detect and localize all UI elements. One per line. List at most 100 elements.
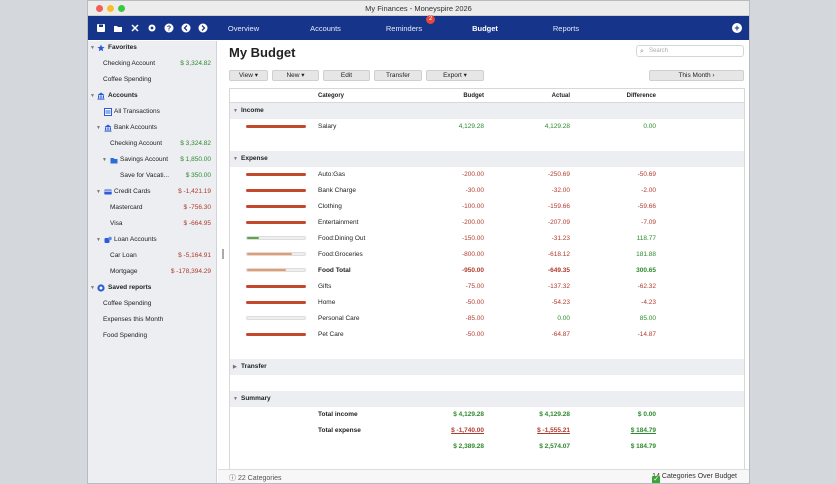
sidebar-item-visa[interactable]: Visa $ -664.95 [88, 217, 216, 231]
budget-row[interactable]: Pet Care -50.00 -64.87 -14.87 [230, 327, 744, 343]
section-row-summary[interactable]: ▼ Summary [230, 391, 744, 407]
add-button[interactable]: + [732, 23, 742, 33]
category-name: Pet Care [318, 331, 344, 338]
section-row-expense[interactable]: ▼ Expense [230, 151, 744, 167]
column-header-difference[interactable]: Difference [626, 93, 656, 99]
budget-value: 4,129.28 [458, 123, 484, 130]
budget-row[interactable]: Salary 4,129.28 4,129.28 0.00 [230, 119, 744, 135]
folder-icon[interactable] [113, 23, 123, 33]
sidebar-item-saved-coffee[interactable]: Coffee Spending [88, 297, 216, 311]
export-menu-button[interactable]: Export ▾ [426, 70, 484, 81]
edit-button[interactable]: Edit [323, 70, 370, 81]
minimize-window-button[interactable] [107, 5, 114, 12]
tab-reminders[interactable]: Reminders 2 [381, 14, 435, 33]
chevron-down-icon[interactable]: ▼ [96, 125, 101, 131]
budget-row[interactable]: Food:Dining Out -150.00 -31.23 118.77 [230, 231, 744, 247]
sidebar-saved-reports-header[interactable]: ▼ Saved reports [88, 281, 216, 295]
budget-row[interactable]: Home -50.00 -54.23 -4.23 [230, 295, 744, 311]
forward-icon[interactable] [198, 23, 208, 33]
tab-reports[interactable]: Reports [552, 23, 580, 33]
bank-icon [97, 92, 105, 100]
period-selector-button[interactable]: This Month › [649, 70, 744, 81]
chevron-down-icon[interactable]: ▼ [96, 189, 101, 195]
back-icon[interactable] [181, 23, 191, 33]
chevron-down-icon[interactable]: ▼ [96, 237, 101, 243]
tools-icon[interactable] [130, 23, 140, 33]
gear-icon[interactable] [147, 23, 157, 33]
budget-row[interactable]: Gifts -75.00 -137.32 -62.32 [230, 279, 744, 295]
summary-budget-value: $ -1,740.00 [451, 427, 484, 434]
sidebar-item-amount: $ -756.30 [183, 204, 211, 211]
table-header: Category Budget Actual Difference [230, 89, 744, 103]
chevron-down-icon[interactable]: ▼ [90, 45, 95, 51]
progress-bar [246, 205, 306, 208]
status-bar: ⓘ 22 Categories ✓ 14 Categories Over Budg… [218, 469, 749, 483]
summary-difference-value: $ 0.00 [637, 411, 656, 418]
actual-value: -649.35 [547, 267, 570, 274]
section-row-transfer[interactable]: ▶ Transfer [230, 359, 744, 375]
budget-row[interactable]: Food Total -950.00 -649.35 300.65 [230, 263, 744, 279]
sidebar-item-favorite-coffee[interactable]: Coffee Spending [88, 73, 216, 87]
sidebar-item-amount: $ 350.00 [185, 172, 211, 179]
sidebar-item-favorite-checking[interactable]: Checking Account $ 3,324.82 [88, 57, 216, 71]
section-row-income[interactable]: ▼ Income [230, 103, 744, 119]
summary-row-income: Total income $ 4,129.28 $ 4,129.28 $ 0.0… [230, 407, 744, 423]
sidebar-item-bank-accounts[interactable]: ▼ Bank Accounts [88, 121, 216, 135]
chevron-right-icon[interactable]: ▶ [233, 364, 237, 370]
close-window-button[interactable] [96, 5, 103, 12]
list-icon [104, 108, 112, 116]
sidebar-item-vacation[interactable]: Save for Vacati... $ 350.00 [88, 169, 216, 183]
difference-value: 118.77 [636, 235, 656, 242]
actual-value: -159.66 [547, 203, 570, 210]
sidebar-item-loan-accounts[interactable]: ▼ Loan Accounts [88, 233, 216, 247]
tab-accounts[interactable]: Accounts [310, 23, 341, 33]
chevron-down-icon[interactable]: ▼ [233, 156, 238, 162]
difference-value: 300.65 [636, 267, 656, 274]
sidebar-item-credit-cards[interactable]: ▼ Credit Cards $ -1,421.19 [88, 185, 216, 199]
progress-bar [246, 252, 306, 256]
difference-value: -62.32 [637, 283, 656, 290]
chevron-down-icon[interactable]: ▼ [102, 157, 107, 163]
sidebar-item-car-loan[interactable]: Car Loan $ -5,164.91 [88, 249, 216, 263]
budget-row[interactable]: Auto:Gas -200.00 -250.69 -50.69 [230, 167, 744, 183]
window-controls [96, 5, 125, 12]
budget-value: -50.00 [465, 331, 484, 338]
sidebar-item-checking[interactable]: Checking Account $ 3,324.82 [88, 137, 216, 151]
budget-row[interactable]: Food:Groceries -800.00 -618.12 181.88 [230, 247, 744, 263]
tab-overview[interactable]: Overview [227, 23, 260, 33]
column-header-category[interactable]: Category [318, 93, 345, 99]
sidebar-item-all-transactions[interactable]: All Transactions [88, 105, 216, 119]
budget-row[interactable]: Personal Care -85.00 0.00 85.00 [230, 311, 744, 327]
sidebar-item-mortgage[interactable]: Mortgage $ -178,394.29 [88, 265, 216, 279]
info-icon: ⓘ [229, 475, 236, 482]
new-menu-button[interactable]: New ▾ [272, 70, 319, 81]
sidebar-item-savings[interactable]: ▼ Savings Account $ 1,850.00 [88, 153, 216, 167]
zoom-window-button[interactable] [118, 5, 125, 12]
sidebar-resize-handle[interactable] [222, 249, 224, 259]
tab-budget[interactable]: Budget [472, 23, 498, 33]
chevron-down-icon[interactable]: ▼ [90, 285, 95, 291]
sidebar-saved-label: Saved reports [108, 284, 152, 291]
help-icon[interactable]: ? [164, 23, 174, 33]
chevron-down-icon[interactable]: ▼ [233, 108, 238, 114]
save-icon[interactable] [96, 23, 106, 33]
actual-value: -137.32 [547, 283, 570, 290]
transfer-button[interactable]: Transfer [374, 70, 422, 81]
budget-row[interactable]: Bank Charge -30.00 -32.00 -2.00 [230, 183, 744, 199]
sidebar-item-saved-expenses[interactable]: Expenses this Month [88, 313, 216, 327]
view-menu-button[interactable]: View ▾ [229, 70, 268, 81]
sidebar-accounts-header[interactable]: ▼ Accounts [88, 89, 216, 103]
budget-row[interactable]: Entertainment -200.00 -207.09 -7.09 [230, 215, 744, 231]
chevron-down-icon[interactable]: ▼ [90, 93, 95, 99]
saved-reports-icon [97, 284, 105, 292]
sidebar-item-saved-food[interactable]: Food Spending [88, 329, 216, 343]
sidebar-favorites-header[interactable]: ▼ Favorites [88, 41, 216, 55]
search-input[interactable]: ⌕ Search [636, 45, 744, 57]
chevron-down-icon[interactable]: ▼ [233, 396, 238, 402]
sidebar-item-mastercard[interactable]: Mastercard $ -756.30 [88, 201, 216, 215]
budget-value: -30.00 [465, 187, 484, 194]
sidebar-item-amount: $ -1,421.19 [178, 188, 211, 195]
column-header-actual[interactable]: Actual [551, 93, 570, 99]
budget-row[interactable]: Clothing -100.00 -159.66 -59.66 [230, 199, 744, 215]
column-header-budget[interactable]: Budget [463, 93, 484, 99]
